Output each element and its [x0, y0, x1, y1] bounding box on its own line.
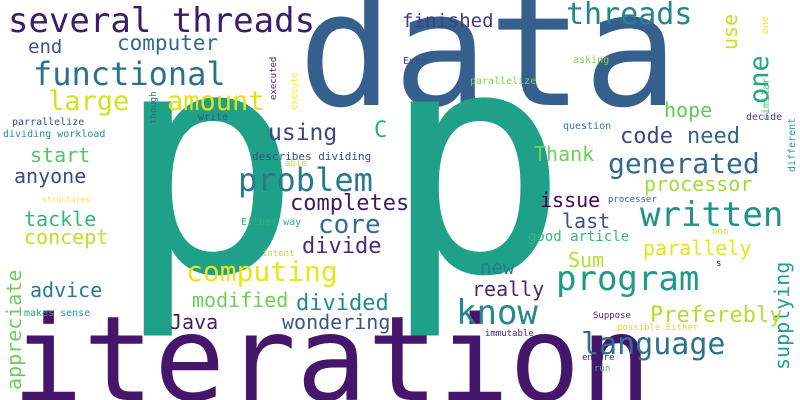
- word-threads: threads: [566, 0, 693, 32]
- word-execute: execute: [290, 72, 300, 110]
- word-p-left: p: [115, 0, 302, 345]
- word-really: really: [472, 277, 545, 301]
- word-possible-either: possible Either: [617, 323, 699, 333]
- word-computing: computing: [186, 255, 338, 288]
- word-iteration: iteration: [12, 290, 652, 400]
- word-processor: processor: [644, 172, 753, 196]
- word-large: large: [48, 86, 130, 117]
- word-one-small: one: [760, 15, 771, 34]
- word-parallely: parallely: [643, 236, 752, 260]
- word-language: language: [581, 327, 726, 362]
- word-tackle: tackle: [24, 207, 97, 231]
- word-functional: functional: [33, 55, 226, 93]
- word-core: core: [318, 210, 381, 240]
- word-sum: Sum: [568, 248, 605, 272]
- word-generated: generated: [608, 147, 760, 180]
- word-use: use: [718, 13, 742, 50]
- word-c: C: [374, 118, 388, 143]
- word-parrallelize: parrallelize: [12, 117, 85, 128]
- word-good-article: good article: [528, 229, 630, 245]
- word-immutable: immutable: [485, 329, 534, 339]
- word-code: code: [620, 124, 673, 149]
- word-ensure: ensure: [582, 353, 615, 363]
- word-suppose: Suppose: [593, 311, 631, 321]
- word-different: different: [787, 117, 798, 172]
- word-completes: completes: [290, 191, 410, 216]
- word-end: end: [28, 36, 63, 58]
- word-start: start: [30, 143, 91, 167]
- word-data: data: [298, 0, 679, 143]
- word-p-right: p: [382, 0, 569, 345]
- word-structures: structures: [42, 195, 91, 204]
- word-wondering: Preferebly: [650, 303, 783, 328]
- word-thank: Thank: [534, 142, 595, 166]
- word-run: run: [594, 364, 611, 374]
- word-new: new: [480, 257, 515, 279]
- word-parallelize: asking: [573, 55, 610, 66]
- word-advice: advice: [30, 278, 103, 302]
- word-dividing-workload: dividing workload: [3, 129, 106, 140]
- word-last: last: [562, 209, 611, 233]
- word-computer: computer: [117, 31, 219, 55]
- word-finished: finished: [402, 10, 494, 32]
- word-makes-sense: makes sense: [24, 308, 91, 319]
- word-executed: executed: [269, 56, 279, 100]
- word-either-way: Either way: [241, 217, 302, 228]
- word-modified: divided: [296, 291, 389, 316]
- word-even: parallelize: [470, 76, 537, 87]
- word-non: non: [712, 227, 729, 237]
- word-issue: issue: [540, 188, 601, 212]
- word-write: write: [198, 112, 229, 123]
- word-hope: hope: [664, 98, 713, 122]
- word-asking: question: [563, 121, 612, 132]
- word-s: s: [716, 259, 722, 269]
- word-divided: Java: [170, 310, 219, 334]
- word-need: need: [687, 124, 740, 149]
- word-answers: modified: [192, 288, 289, 312]
- word-processer: processer: [608, 195, 657, 205]
- word-amount: amount: [167, 86, 265, 117]
- word-decide: decide: [746, 112, 783, 123]
- word-describes-dividing: describes dividing: [252, 150, 372, 163]
- word-problem: problem: [238, 161, 373, 199]
- word-intent: intent: [262, 249, 295, 259]
- word-java: wondering: [282, 310, 391, 334]
- word-able: able: [285, 159, 307, 169]
- word-written: written: [640, 195, 784, 235]
- word-divide: divide: [302, 234, 382, 259]
- word-appreciate: appreciate: [2, 269, 26, 390]
- word-question: Even: [403, 56, 428, 67]
- word-anyone: anyone: [14, 164, 87, 188]
- word-concept: concept: [24, 225, 109, 249]
- word-though: though: [149, 91, 159, 124]
- word-using: using: [268, 120, 338, 146]
- word-several-threads: several threads: [8, 1, 316, 41]
- word-program: program: [556, 259, 700, 299]
- word-know: know: [456, 293, 538, 333]
